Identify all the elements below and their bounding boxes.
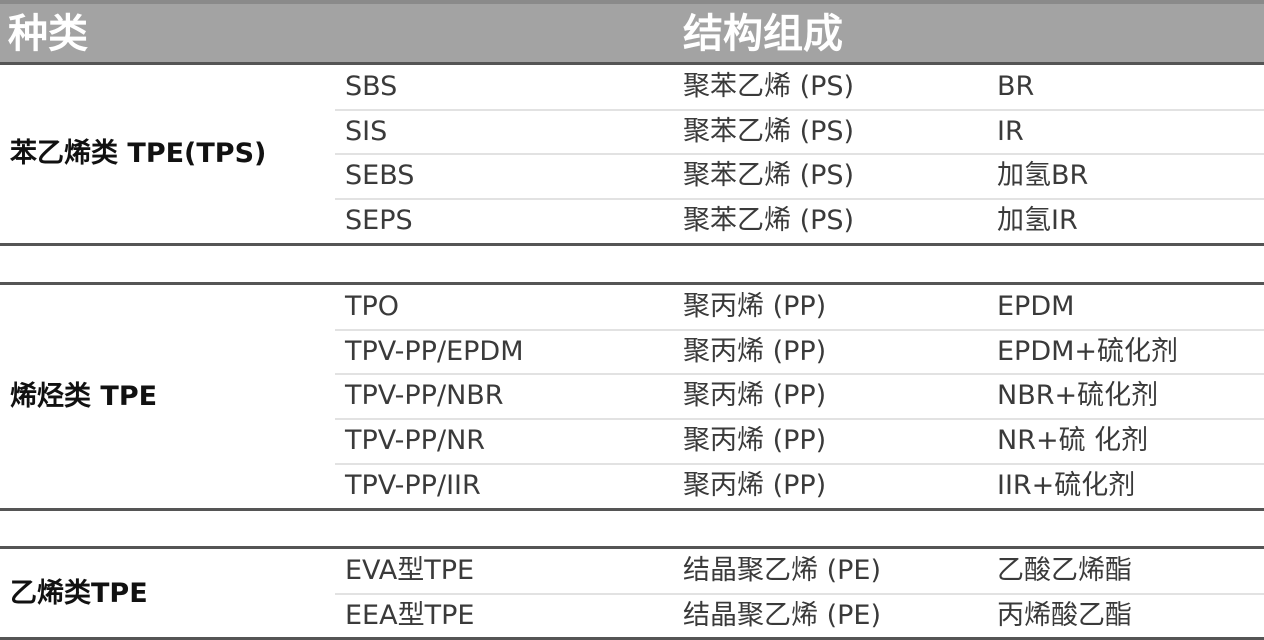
soft-segment: 乙酸乙烯酯 <box>997 555 1132 586</box>
product-name: SEBS <box>345 160 415 192</box>
hard-segment: 聚苯乙烯 (PS) <box>683 160 855 192</box>
hard-segment: 聚丙烯 (PP) <box>683 469 827 501</box>
hard-segment: 聚苯乙烯 (PS) <box>683 205 855 237</box>
hard-segment: 结晶聚乙烯 (PE) <box>683 599 881 631</box>
divider <box>0 637 1264 640</box>
row-divider <box>335 108 1264 111</box>
divider <box>0 62 1264 65</box>
hard-segment: 聚苯乙烯 (PS) <box>683 115 855 147</box>
product-name: SEPS <box>345 205 413 237</box>
row-divider <box>335 198 1264 201</box>
header-structure: 结构组成 <box>683 11 843 57</box>
soft-segment: BR <box>997 71 1035 102</box>
product-name: EEA型TPE <box>345 599 475 631</box>
product-name: TPV-PP/EPDM <box>345 335 524 367</box>
row-divider <box>335 153 1264 156</box>
hard-segment: 聚丙烯 (PP) <box>683 335 827 367</box>
category-label: 乙烯类TPE <box>10 577 148 609</box>
table-header: 种类 结构组成 <box>0 0 1264 63</box>
soft-segment: 加氢BR <box>997 160 1089 192</box>
row-divider <box>335 328 1264 331</box>
product-name: SBS <box>345 71 398 102</box>
product-name: TPV-PP/NR <box>345 425 486 457</box>
row-divider <box>335 418 1264 421</box>
header-type: 种类 <box>8 11 88 57</box>
row-divider <box>335 373 1264 376</box>
soft-segment: NBR+硫化剂 <box>997 380 1159 412</box>
hard-segment: 结晶聚乙烯 (PE) <box>683 555 881 586</box>
soft-segment: EPDM <box>997 291 1075 322</box>
category-label: 烯烃类 TPE <box>10 380 158 412</box>
hard-segment: 聚丙烯 (PP) <box>683 425 827 457</box>
soft-segment: EPDM+硫化剂 <box>997 335 1179 367</box>
divider <box>0 546 1264 549</box>
soft-segment: IR <box>997 115 1024 147</box>
divider <box>0 242 1264 246</box>
hard-segment: 聚丙烯 (PP) <box>683 291 827 322</box>
product-name: EVA型TPE <box>345 555 475 586</box>
divider <box>0 507 1264 511</box>
row-divider <box>335 592 1264 595</box>
hard-segment: 聚丙烯 (PP) <box>683 380 827 412</box>
soft-segment: 加氢IR <box>997 205 1078 237</box>
row-divider <box>335 462 1264 465</box>
product-name: TPV-PP/IIR <box>345 469 481 501</box>
soft-segment: NR+硫 化剂 <box>997 425 1149 457</box>
product-name: SIS <box>345 115 388 147</box>
soft-segment: 丙烯酸乙酯 <box>997 599 1132 631</box>
product-name: TPV-PP/NBR <box>345 380 504 412</box>
hard-segment: 聚苯乙烯 (PS) <box>683 71 855 102</box>
product-name: TPO <box>345 291 400 322</box>
category-label: 苯乙烯类 TPE(TPS) <box>10 138 267 170</box>
soft-segment: IIR+硫化剂 <box>997 469 1136 501</box>
divider <box>0 282 1264 285</box>
